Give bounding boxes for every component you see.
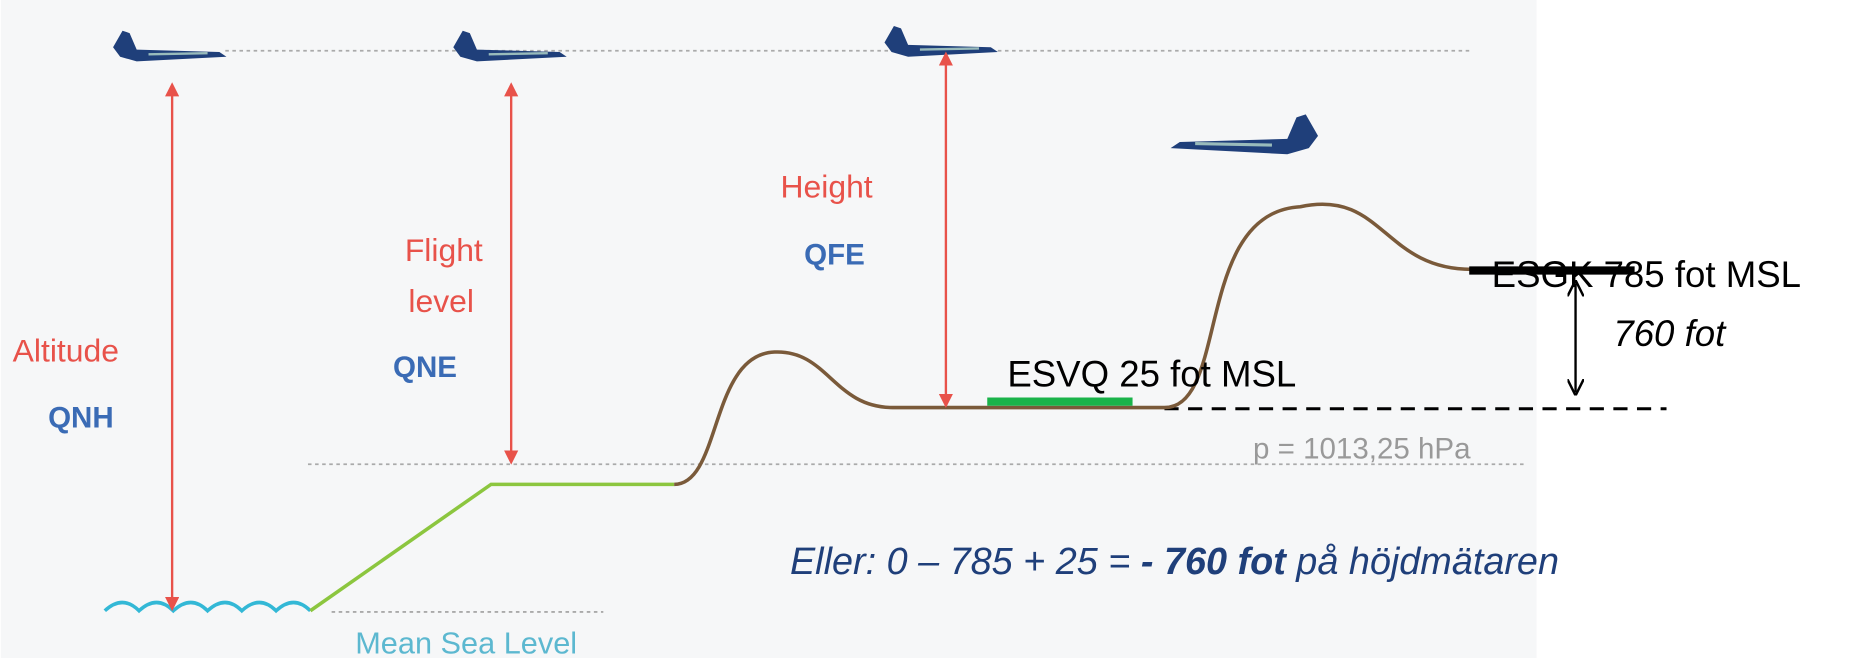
- label: Altitude: [13, 332, 119, 368]
- label: QNH: [48, 402, 114, 435]
- terrain: [674, 202, 1472, 487]
- label: Height: [781, 168, 873, 204]
- equation-result: - 760 fot: [1141, 541, 1287, 583]
- label: p = 1013,25 hPa: [1253, 432, 1471, 465]
- equation-part: på höjdmätaren: [1286, 541, 1559, 583]
- equation: Eller: 0 – 785 + 25 = - 760 fot på höjdm…: [790, 541, 1559, 583]
- label: Mean Sea Level: [355, 625, 577, 658]
- equation-part: Eller: 0 – 785 + 25 =: [790, 541, 1141, 583]
- label: QFE: [804, 239, 865, 272]
- label: QNE: [393, 351, 457, 384]
- label: ESVQ 25 fot MSL: [1007, 353, 1296, 394]
- label: Flight: [405, 232, 483, 268]
- label: 760 fot: [1613, 313, 1727, 354]
- ground: [309, 482, 675, 613]
- label: ESGK 785 fot MSL: [1492, 254, 1801, 295]
- label: level: [408, 283, 474, 319]
- sea: [103, 600, 312, 614]
- image-background: [0, 0, 1537, 658]
